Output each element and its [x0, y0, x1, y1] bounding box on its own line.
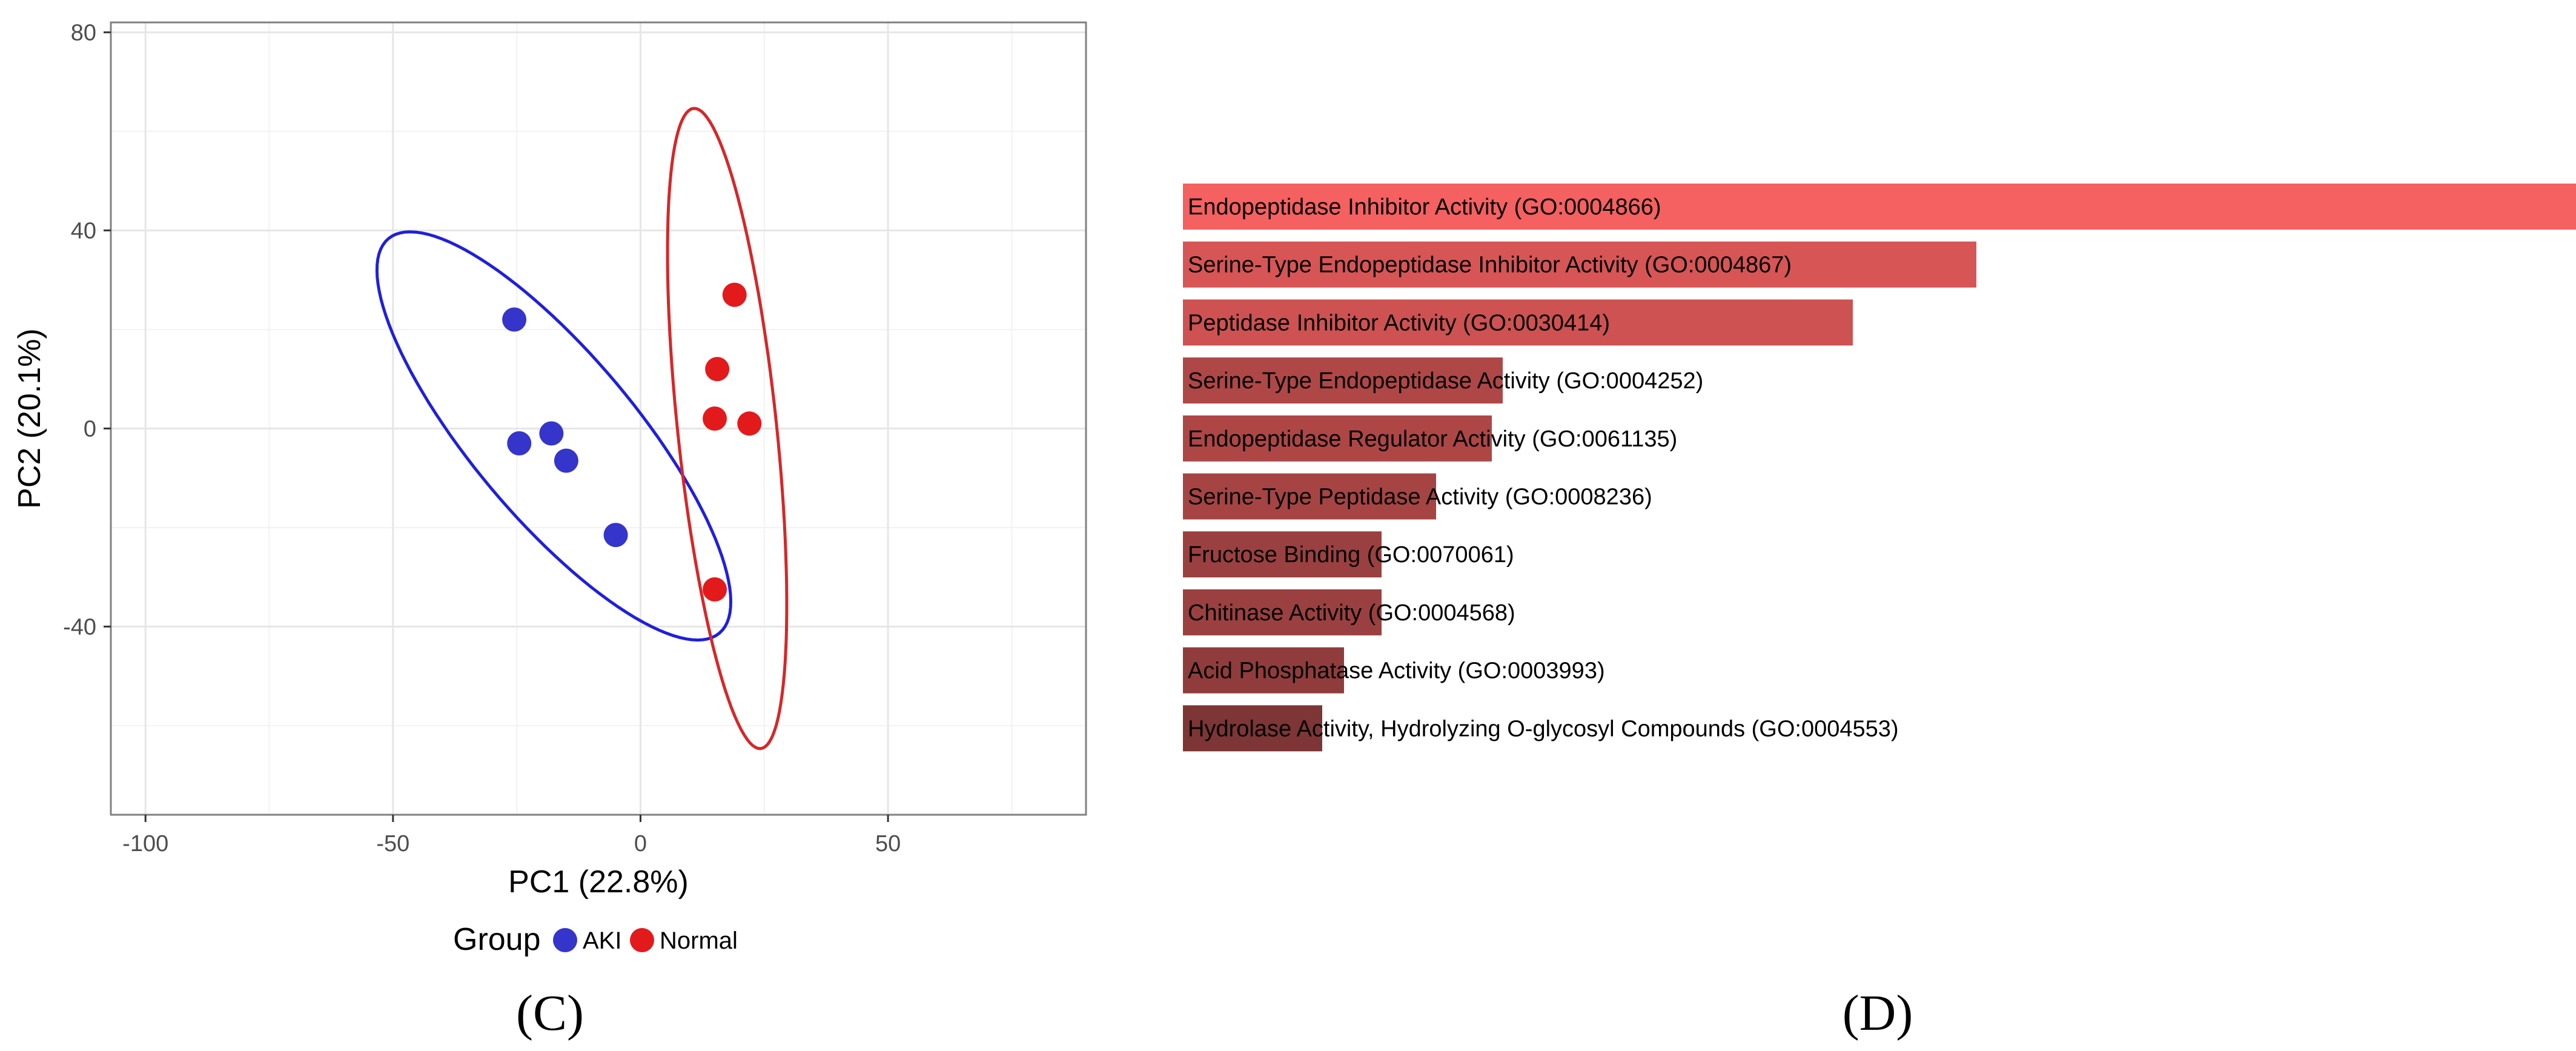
bar-labels: Endopeptidase Inhibitor Activity (GO:000…	[1188, 194, 1899, 741]
go-enrichment-bar-panel: Endopeptidase Inhibitor Activity (GO:000…	[1183, 184, 2576, 1041]
bar-label: Endopeptidase Inhibitor Activity (GO:000…	[1188, 194, 1661, 220]
bar	[1183, 531, 1382, 578]
bar	[1183, 473, 1436, 520]
x-tick-label: 0	[634, 831, 647, 857]
bar	[1183, 357, 1503, 404]
gridlines	[111, 22, 1086, 815]
point-normal	[705, 357, 730, 382]
point-normal	[703, 577, 727, 602]
x-tick-label: 50	[875, 831, 901, 857]
point-normal	[737, 411, 762, 436]
bar-label: Chitinase Activity (GO:0004568)	[1188, 600, 1515, 626]
ellipse-aki	[375, 230, 733, 642]
confidence-ellipses	[375, 107, 789, 751]
axis-ticks: -100 -50 0 50 -40 0 40 80	[63, 20, 901, 857]
panel-label-c: (C)	[516, 985, 584, 1041]
point-aki	[507, 431, 532, 456]
bar	[1183, 184, 2576, 230]
bar-label: Acid Phosphatase Activity (GO:0003993)	[1188, 658, 1605, 684]
bar-label: Fructose Binding (GO:0070061)	[1188, 542, 1514, 568]
legend-key-normal	[630, 928, 654, 952]
data-points	[502, 282, 762, 602]
bar	[1183, 589, 1382, 635]
point-normal	[722, 282, 747, 307]
bar-label: Endopeptidase Regulator Activity (GO:006…	[1188, 426, 1677, 452]
legend-label-aki: AKI	[583, 927, 621, 954]
point-normal	[703, 406, 727, 431]
plot-border	[110, 21, 1087, 816]
y-tick-label: 0	[84, 416, 96, 442]
x-tick-label: -50	[376, 831, 409, 857]
bar	[1183, 241, 1976, 288]
y-tick-label: 80	[71, 20, 96, 45]
legend-label-normal: Normal	[660, 927, 738, 954]
legend-key-aki	[553, 928, 577, 952]
bar-label: Peptidase Inhibitor Activity (GO:0030414…	[1188, 310, 1610, 336]
point-aki	[554, 448, 578, 473]
y-tick-label: -40	[63, 614, 96, 640]
x-axis-title: PC1 (22.8%)	[508, 864, 689, 900]
bar-label: Serine-Type Endopeptidase Activity (GO:0…	[1188, 368, 1703, 394]
point-aki	[539, 421, 564, 446]
ellipse-normal	[666, 107, 789, 751]
y-axis-title: PC2 (20.1%)	[12, 328, 47, 509]
pca-scatter-panel: -100 -50 0 50 -40 0 40 80 PC1 (22.8%) PC2 (20.1…	[12, 20, 1087, 1041]
bar	[1183, 705, 1322, 752]
bar-label: Serine-Type Peptidase Activity (GO:00082…	[1188, 485, 1652, 510]
bar-label: Hydrolase Activity, Hydrolyzing O-glycos…	[1188, 716, 1899, 741]
panel-label-d: (D)	[1843, 985, 1913, 1041]
bar-label: Serine-Type Endopeptidase Inhibitor Acti…	[1188, 253, 1792, 278]
bars	[1183, 184, 2576, 752]
point-aki	[603, 523, 628, 548]
bar	[1183, 647, 1344, 694]
bar	[1183, 415, 1492, 462]
plot-background	[111, 22, 1086, 815]
point-aki	[502, 307, 527, 332]
legend: Group AKI Normal	[453, 922, 738, 957]
legend-title: Group	[453, 922, 541, 957]
bar	[1183, 299, 1853, 346]
x-tick-label: -100	[122, 831, 168, 857]
y-tick-label: 40	[71, 218, 96, 244]
